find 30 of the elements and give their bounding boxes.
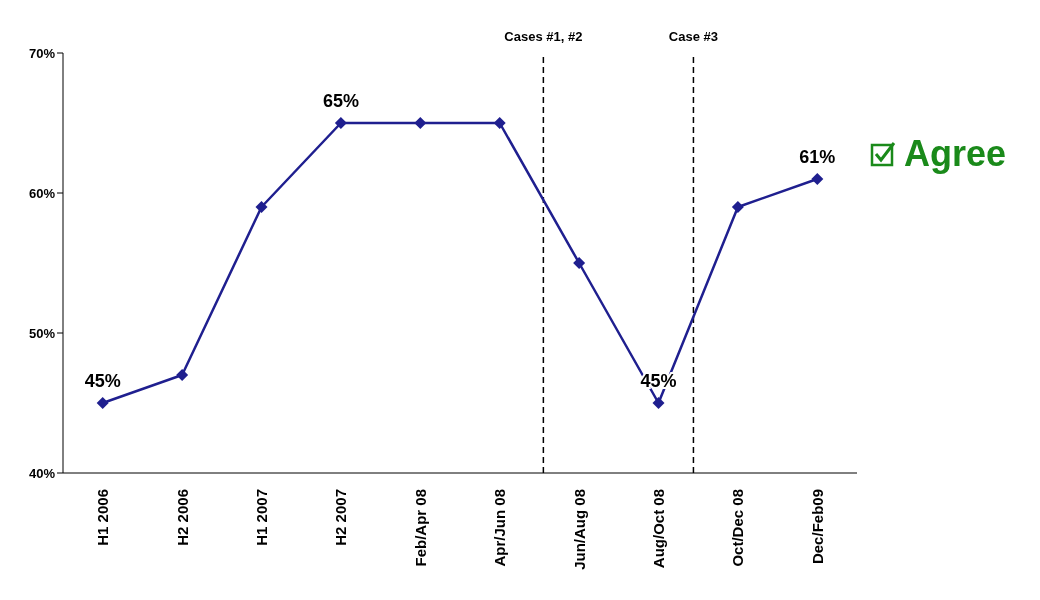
- point: [414, 117, 427, 129]
- x-tick-label: Oct/Dec 08: [729, 489, 747, 567]
- x-tick-label: Apr/Jun 08: [491, 489, 509, 567]
- y-tick-label: 40%: [28, 465, 56, 481]
- y-tick-label: 50%: [28, 325, 56, 341]
- x-tick-label: Jun/Aug 08: [570, 489, 588, 570]
- x-tick-label: H1 2007: [253, 489, 270, 546]
- x-tick-label: Aug/Oct 08: [650, 489, 667, 569]
- data-label: 61%: [799, 147, 836, 167]
- x-tick-label: Feb/Apr 08: [411, 489, 429, 567]
- x-tick-label: H2 2007: [332, 489, 350, 546]
- x-tick-label: Dec/Feb09: [808, 489, 826, 565]
- data-label: 65%: [322, 91, 359, 111]
- point: [96, 397, 109, 409]
- data-label: 45%: [84, 371, 121, 391]
- point: [334, 117, 347, 129]
- text: Cases #1, #2: [504, 29, 583, 44]
- point: [573, 257, 586, 269]
- text: Agree: [904, 133, 1007, 175]
- x-tick-label: H2 2006: [173, 489, 191, 546]
- y-tick-label: 70%: [28, 45, 56, 61]
- point: [811, 173, 824, 185]
- point: [255, 201, 268, 213]
- x-tick-label: H1 2006: [94, 489, 112, 546]
- point: [731, 201, 744, 213]
- point: [176, 369, 189, 381]
- point: [493, 117, 506, 129]
- text: Case #3: [668, 29, 719, 44]
- point: [652, 397, 665, 409]
- y-tick-label: 60%: [28, 185, 56, 201]
